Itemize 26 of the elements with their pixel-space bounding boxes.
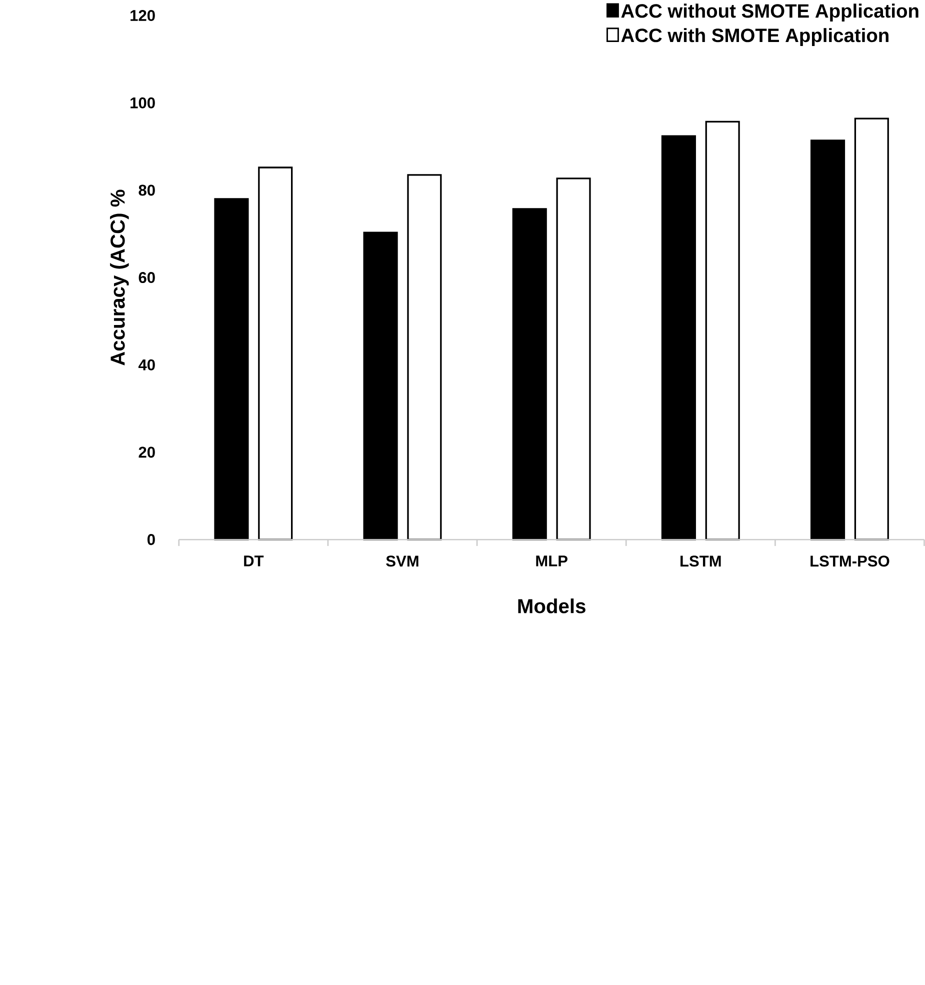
bar	[661, 135, 696, 540]
x-tick-label: DT	[244, 556, 264, 566]
y-tick-label: 120	[130, 10, 155, 22]
y-tick-label: 0	[148, 534, 155, 546]
bar	[556, 178, 591, 540]
bar	[214, 198, 249, 540]
legend-label: ACC with SMOTE Application	[621, 28, 888, 46]
bar	[512, 208, 547, 540]
x-axis-title: Models	[518, 598, 586, 614]
y-tick-label: 20	[138, 446, 155, 458]
bar	[705, 120, 740, 540]
bar	[810, 140, 846, 540]
x-tick-label: MLP	[536, 556, 568, 566]
x-tick-label: LSTM	[680, 556, 721, 567]
legend-label: ACC without SMOTE Application	[621, 4, 918, 22]
bar	[854, 118, 889, 540]
y-tick-label: 100	[130, 97, 155, 108]
x-tick-label: SVM	[386, 556, 418, 567]
y-tick-label: 80	[138, 184, 155, 196]
bar	[258, 166, 293, 540]
x-tick-label: LSTM-PSO	[810, 556, 890, 567]
y-tick-label: 40	[138, 359, 155, 370]
y-tick-label: 60	[138, 272, 155, 284]
bar	[363, 232, 398, 540]
bar	[407, 174, 442, 540]
y-axis-title: Accuracy (ACC) %	[110, 190, 129, 366]
